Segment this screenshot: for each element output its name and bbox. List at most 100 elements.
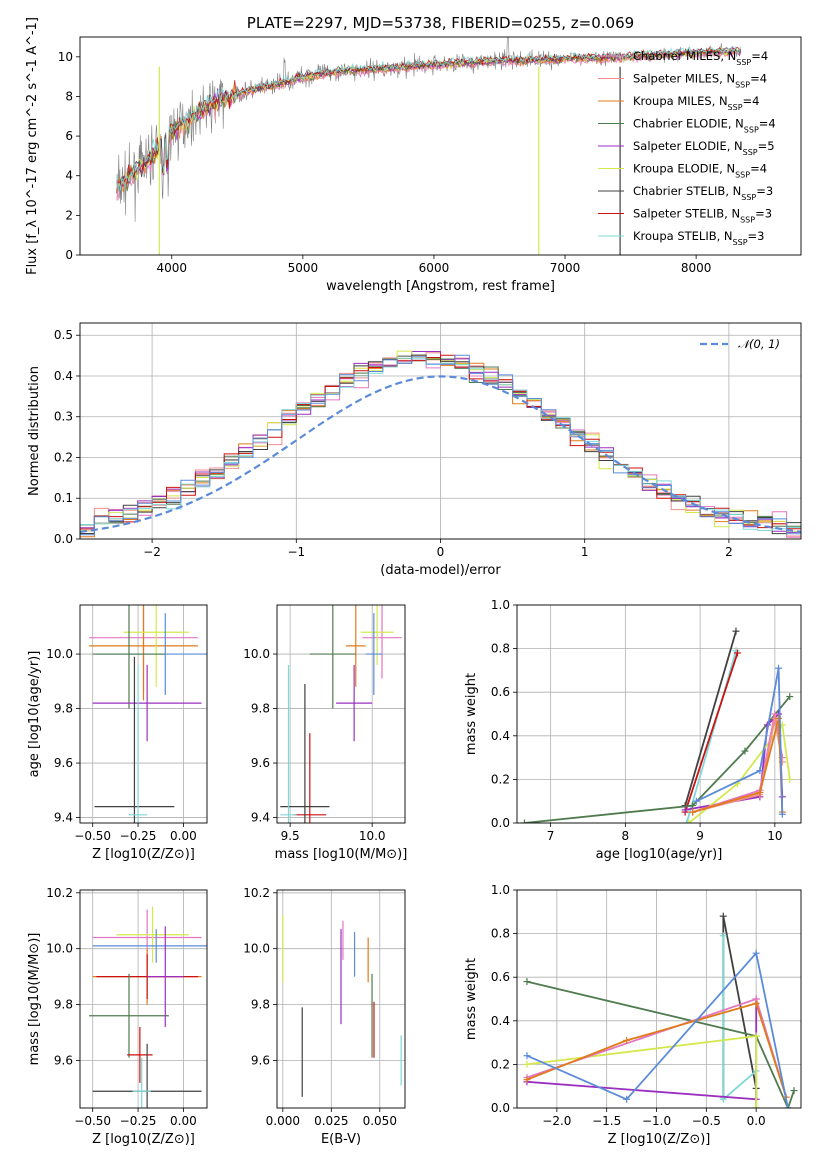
residuals-xlabel: (data-model)/error bbox=[380, 563, 501, 578]
mass-weight-metal-series-line bbox=[526, 980, 795, 1108]
mass-weight-metal-point-marker bbox=[623, 1036, 631, 1044]
legend-label: Kroupa MILES, NSSP=4 bbox=[633, 94, 759, 112]
mass-weight-age-point-marker bbox=[732, 627, 740, 635]
spectrum-xtick: 4000 bbox=[156, 255, 187, 275]
mass-weight-age-series-line bbox=[684, 652, 739, 813]
mass-weight-age-xtick-label: 7 bbox=[547, 829, 555, 843]
mass-weight-metal-point-marker bbox=[523, 1060, 531, 1068]
mass-weight-metal-ytick: 1.0 bbox=[491, 883, 517, 897]
spectrum-xtick-label: 5000 bbox=[288, 261, 319, 275]
spectrum-ytick: 8 bbox=[65, 89, 80, 103]
age-metal-ytick: 9.4 bbox=[54, 811, 80, 825]
age-metal-ytick: 9.8 bbox=[54, 702, 80, 716]
mass-metal-xtick-label: −0.25 bbox=[120, 1114, 157, 1128]
mass-weight-age-point-marker bbox=[778, 810, 786, 818]
age-mass-ytick: 9.6 bbox=[251, 756, 277, 770]
mass-metal-ytick-label: 10.0 bbox=[46, 942, 73, 956]
ebv-ytick: 10.2 bbox=[243, 886, 277, 900]
ebv-ytick: 9.6 bbox=[251, 1053, 277, 1067]
mass-weight-age-point-marker bbox=[681, 806, 689, 814]
age-metal-ytick-label: 10.0 bbox=[46, 647, 73, 661]
spectrum-xtick-label: 4000 bbox=[156, 261, 187, 275]
spectrum-ytick-label: 10 bbox=[58, 50, 73, 64]
spectrum-title: PLATE=2297, MJD=53738, FIBERID=0255, z=0… bbox=[247, 14, 634, 32]
mass-weight-age-xtick-label: 8 bbox=[622, 829, 630, 843]
mass-weight-age-point-marker bbox=[786, 693, 794, 701]
mass-weight-metal-point-marker bbox=[752, 949, 760, 957]
legend-label: Kroupa STELIB, NSSP=3 bbox=[633, 229, 764, 247]
residuals-ylabel: Normed distribution bbox=[27, 366, 42, 496]
residuals-ytick: 0.0 bbox=[54, 532, 80, 546]
residuals-ytick: 0.1 bbox=[54, 491, 80, 505]
ebv-xtick: 0.025 bbox=[314, 1108, 348, 1128]
mass-metal-xtick-label: 0.00 bbox=[170, 1114, 197, 1128]
spectrum-xtick-label: 6000 bbox=[419, 261, 450, 275]
mass-weight-age-xtick: 10 bbox=[767, 823, 782, 843]
spectrum-xtick: 8000 bbox=[681, 255, 711, 275]
mass-weight-metal-ytick-label: 0.6 bbox=[491, 970, 510, 984]
mass-weight-age-ytick-label: 0.4 bbox=[491, 729, 510, 743]
residuals-ytick-label: 0.4 bbox=[54, 369, 73, 383]
mass-metal-xtick: −0.25 bbox=[120, 1108, 157, 1128]
legend-label: Salpeter STELIB, NSSP=3 bbox=[633, 207, 772, 225]
mass-weight-metal-point-marker bbox=[752, 999, 760, 1007]
age-mass-ytick-label: 9.4 bbox=[251, 811, 270, 825]
ebv-xlabel: E(B-V) bbox=[321, 1132, 361, 1147]
spectrum-frame bbox=[79, 36, 802, 256]
age-metal-xtick: −0.50 bbox=[74, 823, 111, 843]
residuals-xtick-label: −1 bbox=[287, 545, 305, 559]
age-metal-ytick-label: 9.8 bbox=[54, 702, 73, 716]
age-metal-ytick: 9.6 bbox=[54, 756, 80, 770]
age-mass-ytick-label: 9.6 bbox=[251, 756, 270, 770]
mass-weight-age-ytick: 1.0 bbox=[491, 598, 517, 612]
mass-weight-metal-ytick: 0.8 bbox=[491, 927, 517, 941]
spectrum-ytick-label: 4 bbox=[65, 169, 73, 183]
mass-weight-metal-point-marker bbox=[523, 1052, 531, 1060]
residuals-xtick: −1 bbox=[287, 539, 305, 559]
spectrum-xtick: 7000 bbox=[550, 255, 580, 275]
spectrum-model-line bbox=[116, 45, 742, 192]
mass-weight-metal-ytick-label: 0.0 bbox=[491, 1101, 510, 1115]
mass-metal-xtick-label: −0.50 bbox=[74, 1114, 111, 1128]
mass-weight-age-series-line bbox=[524, 696, 791, 823]
mass-weight-age-series-line bbox=[684, 630, 737, 806]
ebv-plot-area bbox=[282, 915, 402, 1097]
mass-weight-metal-xtick-label: −1.0 bbox=[642, 1114, 671, 1128]
mass-metal-ytick: 9.6 bbox=[54, 1053, 80, 1067]
mass-weight-metal-point-marker bbox=[719, 932, 727, 940]
age-metal-plot-area bbox=[89, 605, 207, 823]
mass-weight-age-frame bbox=[516, 604, 802, 824]
age-mass-xtick-label: 10.0 bbox=[359, 829, 386, 843]
age-mass-ytick: 9.4 bbox=[251, 811, 277, 825]
residuals-xtick: 0 bbox=[437, 539, 444, 559]
mass-weight-age-ytick-label: 0.6 bbox=[491, 685, 510, 699]
mass-weight-age-point-marker bbox=[786, 775, 794, 783]
ebv-ytick: 10.0 bbox=[243, 942, 277, 956]
spectrum-ytick: 6 bbox=[65, 129, 80, 143]
age-mass-frame bbox=[276, 604, 406, 824]
spectrum-ytick-label: 0 bbox=[65, 248, 73, 262]
mass-weight-age-point-marker bbox=[733, 649, 741, 657]
mass-weight-metal-ytick: 0.2 bbox=[491, 1057, 517, 1071]
residuals-ytick-label: 0.0 bbox=[54, 532, 73, 546]
mass-weight-metal-xtick-label: −2.0 bbox=[542, 1114, 571, 1128]
ebv-ytick-label: 10.2 bbox=[243, 886, 270, 900]
residuals-xtick: 2 bbox=[725, 539, 733, 559]
mass-weight-metal-ylabel: mass weight bbox=[464, 958, 479, 1040]
residuals-ytick-label: 0.3 bbox=[54, 410, 73, 424]
mass-metal-ytick-label: 9.6 bbox=[54, 1053, 73, 1067]
residuals-ytick: 0.3 bbox=[54, 410, 80, 424]
ebv-xtick: 0.050 bbox=[363, 1108, 397, 1128]
mass-weight-metal-point-marker bbox=[523, 978, 531, 986]
residuals-frame bbox=[79, 322, 802, 540]
residuals-ytick: 0.2 bbox=[54, 450, 80, 464]
mass-weight-metal-xtick: −1.5 bbox=[592, 1108, 621, 1128]
ebv-xtick-label: 0.050 bbox=[363, 1114, 397, 1128]
spectrum-ytick: 0 bbox=[65, 248, 80, 262]
spectrum-ytick: 2 bbox=[65, 208, 80, 222]
residuals-ytick: 0.4 bbox=[54, 369, 80, 383]
mass-weight-metal-ytick: 0.6 bbox=[491, 970, 517, 984]
ebv-ytick-label: 10.0 bbox=[243, 942, 270, 956]
residuals-xtick-label: 1 bbox=[581, 545, 589, 559]
